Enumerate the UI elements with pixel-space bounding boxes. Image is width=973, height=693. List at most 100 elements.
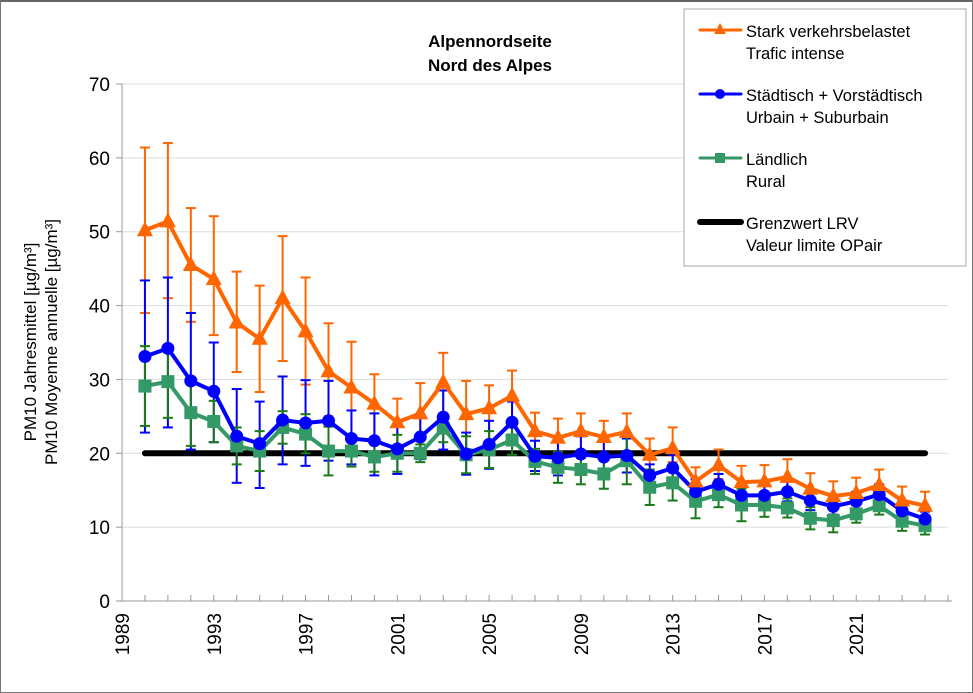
data-point-rural [138,379,152,393]
data-point-urban [712,477,726,491]
data-point-traffic [481,399,498,415]
y-tick-label: 10 [89,518,110,539]
data-point-rural [161,375,175,389]
data-point-urban [322,414,335,428]
data-point-traffic [871,476,888,492]
data-point-urban [895,504,909,518]
y-tick-label: 0 [99,592,110,613]
y-axis-label: PM10 Jahresmittel [µg/m³] PM10 Moyenne a… [21,219,61,465]
legend-item-traffic: Stark verkehrsbelastet Trafic intense [698,23,911,63]
legend-item-limit: Grenzwert LRV Valeur limite OPair [697,215,883,255]
series-group [136,142,934,536]
data-point-urban [344,432,358,446]
data-point-traffic [894,491,911,507]
data-point-rural [413,446,427,460]
data-point-urban [299,416,313,430]
data-point-rural [803,511,817,525]
data-point-urban [918,512,932,526]
data-point-urban [597,450,611,464]
legend-label: Rural [746,173,785,191]
data-point-urban [620,449,634,463]
data-point-traffic [205,269,222,285]
data-point-traffic [710,456,727,472]
data-point-urban [689,485,703,499]
data-point-urban [230,429,244,443]
data-point-traffic [848,484,865,500]
data-point-traffic [595,428,612,444]
data-point-urban [757,488,771,502]
data-point-rural [757,498,771,512]
data-point-traffic [618,422,635,438]
data-point-rural [872,499,886,513]
x-tick-label: 1997 [297,613,318,655]
data-point-urban [138,350,152,364]
y-axis-label-line-2: PM10 Moyenne annuelle [µg/m³] [42,219,61,465]
data-point-traffic [549,428,566,444]
data-point-rural [299,427,313,441]
data-point-rural [666,476,680,490]
x-tick-label: 1993 [205,613,226,655]
data-point-traffic [297,322,314,338]
data-point-rural [367,450,381,464]
x-tick-label: 2001 [388,613,409,655]
data-point-traffic [182,255,199,271]
legend-item-rural: Ländlich Rural [698,151,807,191]
y-tick-labels: 0 10 20 30 40 50 60 70 [89,75,110,613]
data-point-urban [413,430,427,444]
data-point-urban [643,468,657,482]
legend-marker-triangle [714,23,726,34]
y-tick-label: 30 [89,370,110,391]
data-point-traffic [917,496,934,512]
data-point-urban [528,449,542,463]
data-point-traffic [504,386,521,402]
data-point-urban [735,488,748,502]
legend-label: Trafic intense [746,45,844,63]
data-point-urban [505,415,519,429]
data-point-urban [482,437,496,451]
x-tick-label: 2021 [847,613,868,655]
data-point-urban [872,488,886,502]
data-point-urban [207,384,221,398]
x-tick-label: 2009 [572,613,593,655]
data-point-traffic [251,329,268,345]
data-point-rural [597,467,611,481]
legend-marker-circle [715,89,725,99]
data-point-urban [574,447,588,461]
data-point-traffic [136,221,153,237]
data-point-urban [803,494,817,508]
legend-label: Städtisch + Vorstädtisch [746,87,923,105]
data-point-traffic [159,212,176,228]
data-point-traffic [274,289,291,305]
legend-marker-square [715,153,725,163]
legend-item-urban: Städtisch + Vorstädtisch Urbain + Suburba… [698,87,923,127]
data-point-rural [689,494,703,508]
data-point-rural [551,460,565,474]
data-point-urban [459,447,473,461]
data-point-rural [207,415,221,429]
data-point-rural [780,501,794,515]
x-tick-label: 2005 [480,613,501,655]
data-point-traffic [389,413,406,429]
legend-label: Urbain + Suburbain [746,109,889,127]
data-point-urban [551,451,565,465]
data-point-urban [276,413,290,427]
data-point-traffic [320,362,337,378]
chart-title-line-1: Alpennordseite [428,32,552,51]
data-point-rural [895,514,909,528]
data-point-traffic [458,405,475,421]
y-axis-label-line-1: PM10 Jahresmittel [µg/m³] [21,243,40,442]
data-point-traffic [641,445,658,461]
legend-label: Ländlich [746,151,807,169]
data-point-traffic [779,467,796,483]
data-point-traffic [366,394,383,410]
data-point-urban [826,499,840,513]
y-tick-label: 40 [89,297,110,318]
data-point-rural [184,406,198,420]
x-tick-labels: 1989 1993 1997 2001 2005 2009 2013 2017 2021 [113,613,868,655]
data-point-traffic [527,422,543,438]
data-point-rural [230,439,244,453]
y-tick-label: 70 [89,75,110,96]
data-point-rural [643,480,657,494]
data-point-rural [574,463,588,477]
